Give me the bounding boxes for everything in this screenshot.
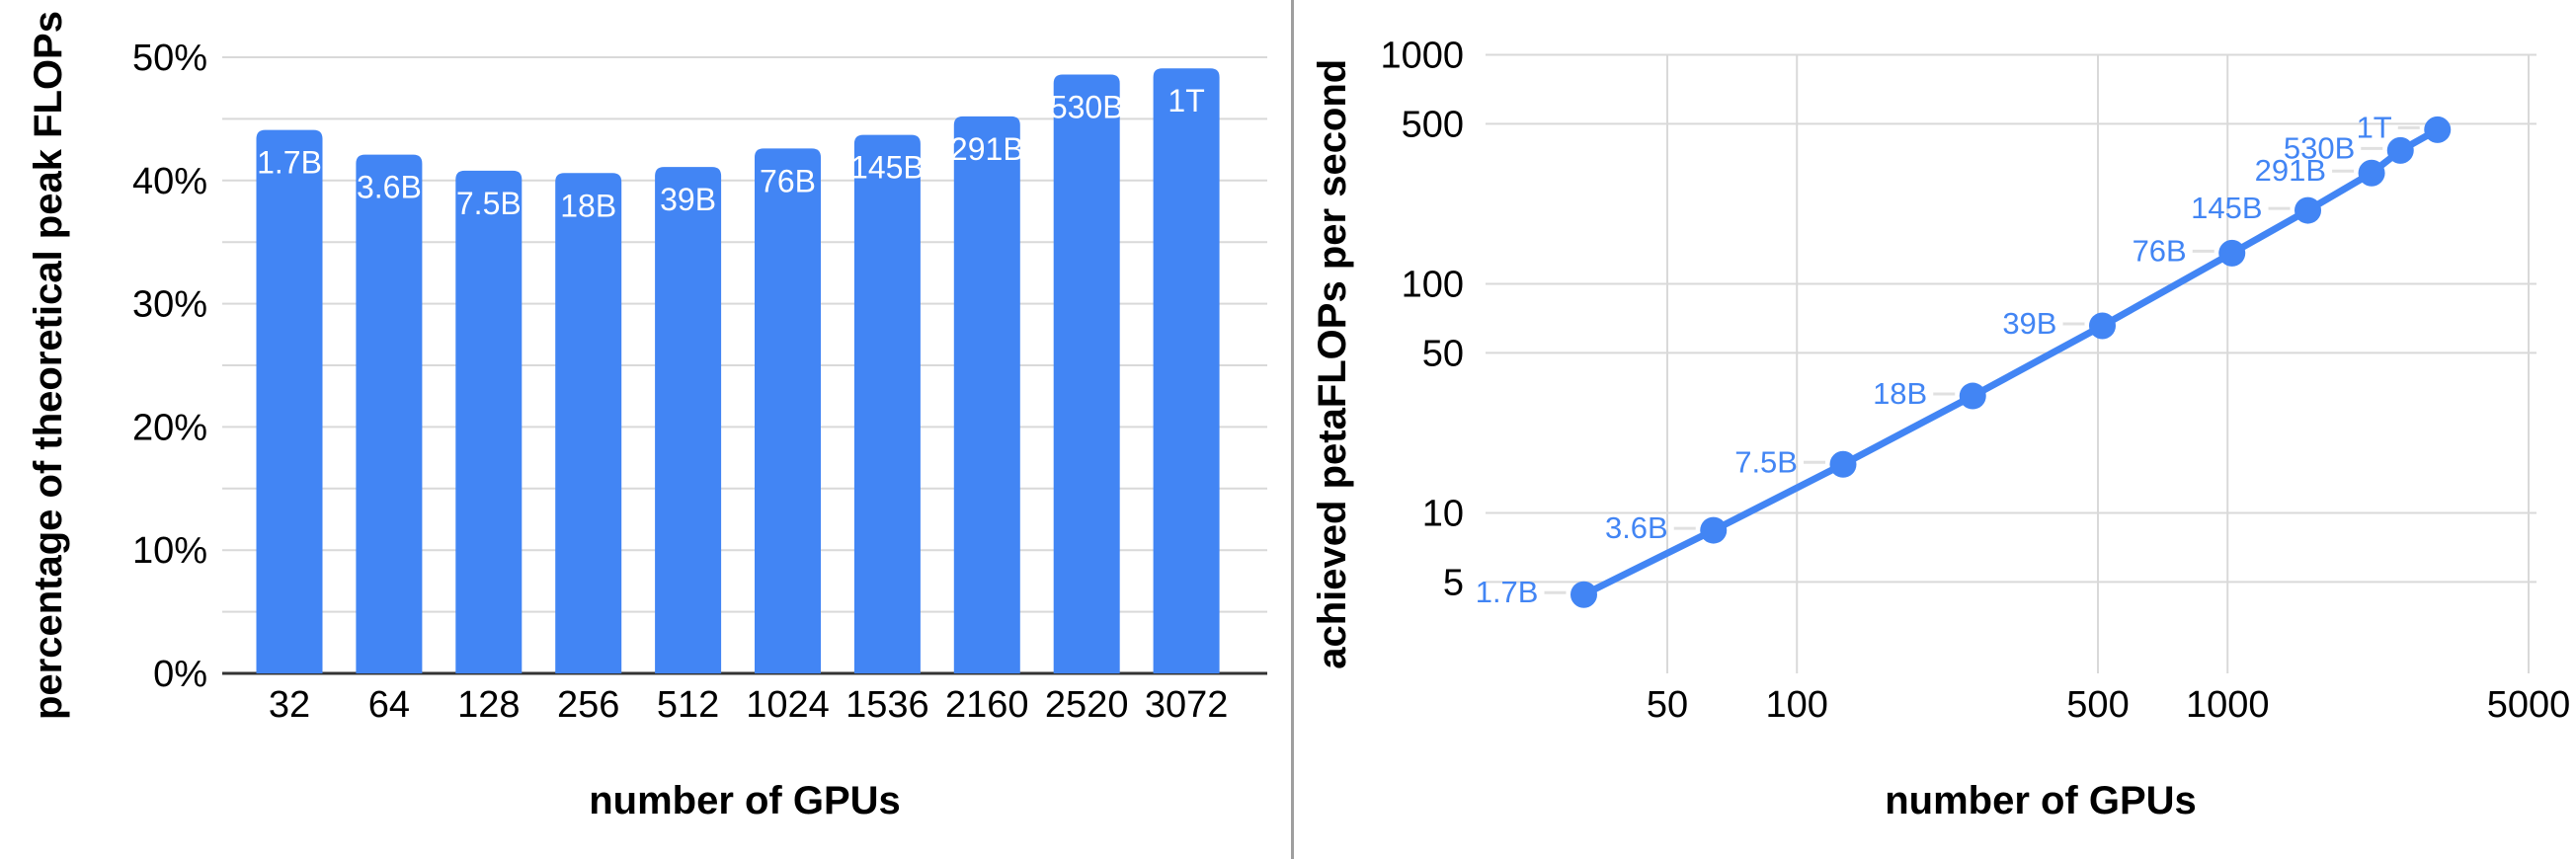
data-point-7.5B	[1829, 450, 1857, 478]
point-label: 18B	[1873, 376, 1927, 411]
series-line	[1580, 125, 2442, 598]
bar-value-label: 291B	[950, 131, 1024, 167]
bar-1T	[1153, 68, 1220, 674]
bar-value-label: 530B	[1050, 89, 1124, 124]
bar-76B	[755, 148, 821, 674]
point-label: 145B	[2191, 191, 2262, 225]
y-axis-tick-label: 50	[1422, 333, 1464, 374]
x-axis-tick-label: 3072	[1145, 684, 1229, 726]
y-axis-tick-label: 20%	[132, 407, 207, 448]
bar-value-label: 7.5B	[456, 186, 522, 221]
x-axis-tick-label: 2520	[1045, 684, 1129, 726]
point-label: 39B	[2002, 306, 2056, 341]
data-point-39B	[2088, 312, 2116, 340]
x-axis-tick-label: 32	[269, 684, 310, 726]
y-axis-tick-label: 10	[1422, 494, 1464, 535]
y-axis-tick-label: 1000	[1380, 36, 1464, 77]
x-axis-tick-label: 100	[1766, 684, 1828, 726]
bar-chart-figure: 0% 10% 20% 30% 40% 50% 1.7B 32 3.6B 64 7.5B 128 18B 2…	[27, 11, 1267, 822]
data-point-145B	[2294, 196, 2322, 224]
x-axis-tick-label: 64	[368, 684, 410, 726]
x-axis-tick-label: 5000	[2487, 684, 2571, 726]
y-axis-title: percentage of theoretical peak FLOPs	[27, 11, 70, 720]
y-axis-tick-label: 500	[1402, 104, 1464, 145]
x-axis-tick-label: 500	[2066, 684, 2129, 726]
bar-value-label: 76B	[760, 163, 816, 198]
y-axis-tick-label: 5	[1443, 562, 1464, 603]
line-chart-svg: 1000 500 100 50 10 5 50 100 500 1000 5000 1.7B 3.6B 7…	[1311, 36, 2571, 823]
point-label: 7.5B	[1734, 444, 1798, 479]
point-label: 1.7B	[1476, 575, 1539, 609]
x-axis-tick-label: 128	[457, 684, 520, 726]
data-point-3.6B	[1700, 516, 1728, 544]
point-label: 3.6B	[1605, 510, 1668, 545]
point-label: 76B	[2133, 233, 2187, 268]
bar-18B	[555, 173, 622, 673]
y-axis-tick-label: 40%	[132, 161, 207, 202]
x-axis-tick-label: 2160	[945, 684, 1029, 726]
x-axis-title: number of GPUs	[1885, 779, 2197, 822]
data-point-291B	[2358, 159, 2385, 187]
point-label: 1T	[2357, 110, 2392, 144]
bar-39B	[655, 167, 722, 673]
x-axis-tick-label: 50	[1647, 684, 1688, 726]
bar-1.7B	[256, 129, 323, 673]
point-label: 530B	[2284, 130, 2355, 165]
bar-value-label: 145B	[850, 150, 925, 186]
panel-divider	[1291, 0, 1294, 859]
bar-value-label: 1.7B	[257, 145, 322, 181]
data-point-1T	[2424, 116, 2452, 143]
y-axis-tick-label: 0%	[153, 654, 207, 695]
line-chart-figure: 1000 500 100 50 10 5 50 100 500 1000 5000 1.7B 3.6B 7…	[1288, 0, 2576, 859]
x-axis-tick-label: 1000	[2186, 684, 2270, 726]
y-axis-tick-label: 10%	[132, 530, 207, 572]
x-axis-tick-label: 1024	[746, 684, 830, 726]
y-axis-tick-label: 100	[1402, 265, 1464, 306]
bar-530B	[1053, 74, 1120, 674]
y-axis-tick-label: 50%	[132, 38, 207, 79]
bar-value-label: 39B	[660, 182, 716, 217]
bar-chart-svg: 0% 10% 20% 30% 40% 50% 1.7B 32 3.6B 64 7.5B 128 18B 2…	[27, 11, 1267, 822]
bar-7.5B	[455, 170, 523, 674]
data-point-18B	[1959, 382, 1986, 410]
y-axis-tick-label: 30%	[132, 284, 207, 326]
bar-291B	[953, 116, 1020, 674]
x-axis-title: number of GPUs	[589, 779, 901, 822]
bar-value-label: 3.6B	[357, 170, 422, 205]
data-point-76B	[2218, 239, 2246, 267]
bar-value-label: 1T	[1167, 83, 1204, 118]
data-point-1.7B	[1570, 581, 1597, 608]
data-point-530B	[2386, 136, 2414, 164]
bar-145B	[853, 134, 921, 673]
x-axis-tick-label: 1536	[845, 684, 929, 726]
y-axis-title: achieved petaFLOPs per second	[1311, 59, 1354, 669]
bar-3.6B	[356, 154, 423, 674]
x-axis-tick-label: 256	[557, 684, 619, 726]
x-axis-tick-label: 512	[657, 684, 719, 726]
bar-value-label: 18B	[560, 188, 616, 223]
point-label: 291B	[2255, 153, 2326, 188]
